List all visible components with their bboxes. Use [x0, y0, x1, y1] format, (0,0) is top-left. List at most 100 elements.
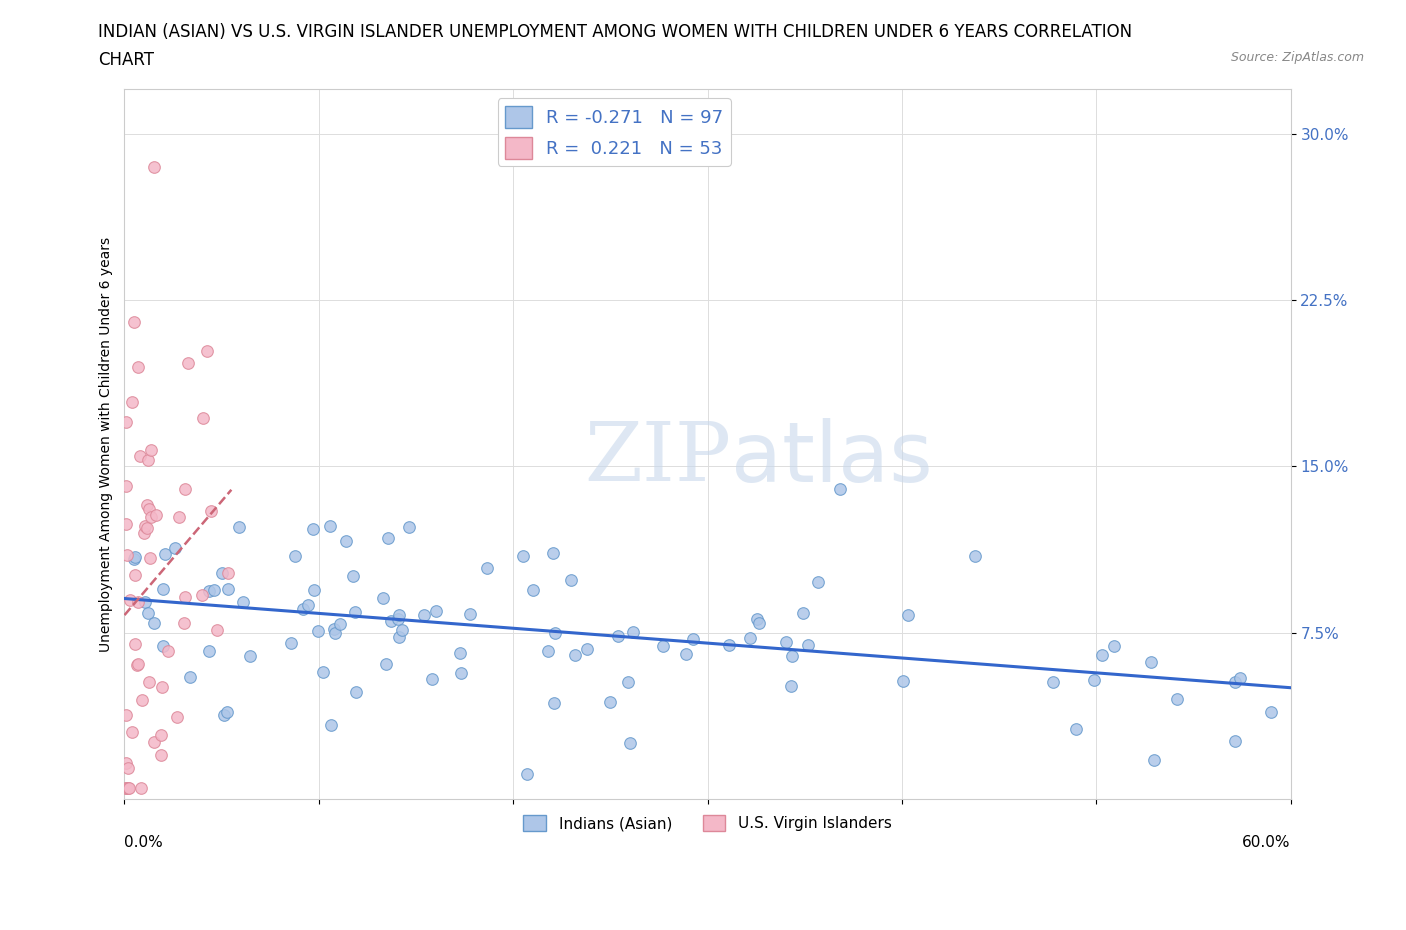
Point	[217, 565, 239, 580]
Text: CHART: CHART	[98, 51, 155, 69]
Point	[153, 547, 176, 562]
Point	[195, 343, 218, 358]
Point	[1260, 704, 1282, 719]
Point	[139, 510, 162, 525]
Point	[1143, 752, 1166, 767]
Point	[560, 573, 582, 588]
Point	[1223, 733, 1246, 748]
Point	[564, 647, 586, 662]
Point	[450, 666, 472, 681]
Point	[239, 648, 262, 663]
Point	[142, 735, 165, 750]
Point	[143, 616, 166, 631]
Legend: Indians (Asian), U.S. Virgin Islanders: Indians (Asian), U.S. Virgin Islanders	[517, 809, 897, 838]
Point	[891, 673, 914, 688]
Point	[388, 607, 411, 622]
Point	[512, 549, 534, 564]
Point	[475, 561, 498, 576]
Point	[200, 504, 222, 519]
Point	[152, 638, 174, 653]
Point	[335, 534, 357, 549]
Point	[575, 642, 598, 657]
Point	[121, 395, 143, 410]
Point	[343, 604, 366, 619]
Point	[232, 594, 254, 609]
Point	[214, 708, 236, 723]
Point	[115, 780, 138, 795]
Point	[228, 519, 250, 534]
Point	[458, 607, 481, 622]
Point	[319, 718, 342, 733]
Point	[1042, 675, 1064, 690]
Point	[292, 602, 315, 617]
Point	[118, 592, 141, 607]
Point	[780, 648, 803, 663]
Point	[1139, 654, 1161, 669]
Point	[391, 622, 413, 637]
Point	[619, 736, 641, 751]
Point	[132, 525, 155, 540]
Point	[115, 547, 138, 562]
Point	[134, 519, 156, 534]
Point	[1229, 671, 1251, 685]
Point	[115, 479, 138, 494]
Point	[124, 636, 146, 651]
Point	[198, 583, 221, 598]
Point	[115, 516, 138, 531]
Point	[543, 696, 565, 711]
Point	[115, 708, 138, 723]
Point	[117, 761, 139, 776]
Point	[124, 550, 146, 565]
Point	[371, 591, 394, 605]
Point	[537, 644, 560, 658]
Point	[127, 359, 149, 374]
Point	[1223, 674, 1246, 689]
Point	[398, 520, 420, 535]
Point	[152, 581, 174, 596]
Point	[797, 638, 820, 653]
Point	[280, 636, 302, 651]
Point	[342, 568, 364, 583]
Point	[177, 355, 200, 370]
Point	[304, 582, 326, 597]
Point	[617, 674, 640, 689]
Point	[134, 594, 156, 609]
Point	[311, 665, 333, 680]
Point	[115, 756, 138, 771]
Point	[740, 631, 762, 645]
Point	[167, 509, 190, 524]
Point	[307, 623, 329, 638]
Point	[127, 657, 149, 671]
Point	[150, 680, 173, 695]
Point	[142, 160, 165, 175]
Point	[775, 635, 797, 650]
Point	[380, 613, 402, 628]
Text: 60.0%: 60.0%	[1241, 834, 1291, 850]
Point	[115, 415, 138, 430]
Point	[173, 590, 195, 604]
Point	[449, 646, 471, 661]
Point	[198, 644, 221, 658]
Point	[179, 670, 201, 684]
Point	[149, 748, 172, 763]
Point	[127, 658, 149, 672]
Point	[387, 612, 409, 627]
Point	[599, 695, 621, 710]
Point	[115, 780, 138, 795]
Point	[163, 540, 186, 555]
Point	[297, 598, 319, 613]
Point	[207, 622, 229, 637]
Point	[682, 631, 704, 646]
Point	[138, 501, 160, 516]
Point	[807, 575, 830, 590]
Point	[544, 626, 567, 641]
Point	[621, 624, 644, 639]
Point	[136, 453, 159, 468]
Point	[136, 605, 159, 620]
Point	[191, 587, 214, 602]
Text: 0.0%: 0.0%	[125, 834, 163, 850]
Point	[747, 612, 769, 627]
Point	[897, 607, 920, 622]
Point	[377, 531, 399, 546]
Point	[329, 617, 352, 631]
